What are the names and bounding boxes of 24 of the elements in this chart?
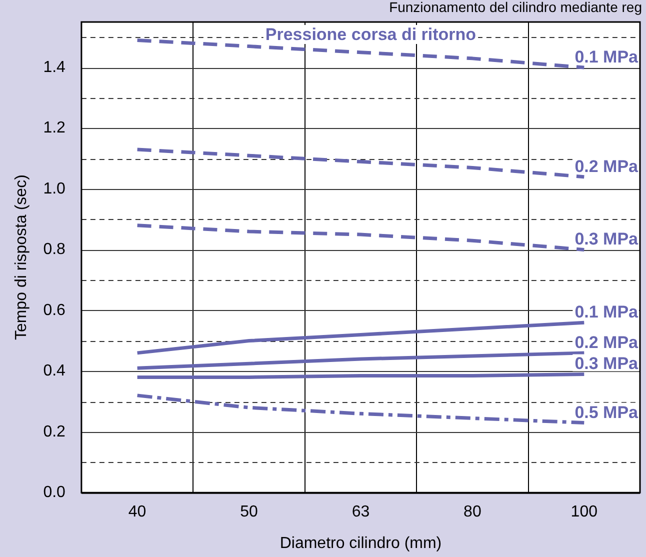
x-tick-label: 63	[352, 504, 370, 521]
y-tick-label: 0.4	[43, 362, 66, 380]
x-tick-label: 40	[128, 504, 146, 521]
x-tick-label: 80	[464, 504, 482, 521]
x-axis-title: Diametro cilindro (mm)	[280, 534, 442, 552]
x-tick-label: 50	[240, 504, 258, 521]
y-tick-label: 0.8	[43, 241, 66, 258]
annotation: Pressione corsa di ritorno	[265, 25, 476, 44]
y-tick-label: 1.2	[43, 120, 66, 137]
text: 0.0	[43, 484, 66, 502]
series-label: 0.3 MPa	[574, 230, 639, 249]
series-label: 0.1 MPa	[574, 302, 639, 322]
series-label: 0.5 MPa	[574, 402, 639, 422]
series-label: 0.2 MPa	[574, 332, 639, 352]
y-tick-label: 0.2	[43, 423, 66, 440]
y-tick-label: 0.6	[43, 302, 66, 319]
series-label: 0.3 MPa	[574, 354, 639, 374]
series-label: 0.2 MPa	[574, 156, 639, 176]
text: 1.0	[43, 180, 66, 198]
y-tick-label: 1.4	[43, 58, 66, 76]
x-tick-label: 100	[570, 504, 598, 521]
series-label: 0.1 MPa	[574, 48, 639, 67]
chart-title: Funzionamento del cilindro mediante reg	[389, 0, 642, 15]
y-axis-title: Tempo di risposta (sec)	[13, 174, 30, 340]
